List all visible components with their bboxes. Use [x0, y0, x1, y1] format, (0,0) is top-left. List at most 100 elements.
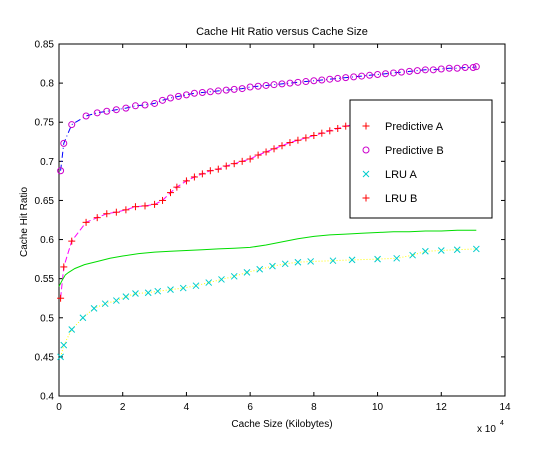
marker-stroke [122, 293, 130, 301]
legend-label: LRU B [385, 193, 417, 205]
marker-stroke [294, 258, 302, 266]
marker-stroke [374, 255, 381, 263]
marker-stroke [218, 276, 225, 283]
data-point-predictive-b [437, 65, 445, 73]
marker-stroke [132, 290, 139, 297]
data-point-predictive-b [278, 80, 286, 88]
marker-stroke [205, 279, 213, 286]
data-point-predictive-b [182, 91, 190, 99]
y-tick-label: 0.65 [35, 196, 55, 207]
data-point-predictive-b [350, 73, 358, 81]
data-point-predictive-b [318, 76, 326, 84]
data-point-predictive-a [57, 294, 65, 302]
data-point-lru-a [90, 305, 98, 312]
marker-stroke [437, 247, 445, 254]
data-point-lru-a [205, 279, 213, 286]
data-point-predictive-a [254, 151, 262, 159]
data-point-predictive-b [262, 81, 270, 89]
y-tick-label: 0.5 [40, 313, 54, 324]
data-point-predictive-b [342, 74, 350, 82]
data-point-lru-a [60, 341, 68, 349]
data-point-predictive-b [246, 83, 254, 91]
data-point-predictive-a [68, 237, 76, 245]
marker-stroke [154, 287, 162, 295]
y-tick-label: 0.45 [35, 352, 55, 363]
data-point-predictive-b [310, 77, 318, 85]
data-point-predictive-b [254, 82, 262, 90]
data-point-lru-a [437, 247, 445, 254]
data-point-predictive-a [182, 177, 190, 185]
data-point-predictive-a [173, 183, 181, 191]
data-point-lru-a [112, 297, 120, 304]
marker-stroke [329, 257, 337, 265]
data-point-predictive-a [206, 167, 214, 175]
data-point-lru-a [453, 246, 461, 254]
data-point-predictive-b [174, 92, 182, 100]
data-point-predictive-b [294, 78, 302, 86]
data-point-predictive-b [167, 94, 174, 102]
data-point-predictive-b [469, 63, 477, 71]
y-tick-label: 0.55 [35, 274, 55, 285]
data-point-predictive-a [122, 206, 130, 214]
marker-stroke [281, 260, 289, 268]
data-point-predictive-b [429, 66, 437, 74]
marker-stroke [90, 305, 98, 312]
marker-stroke [192, 282, 200, 290]
legend-marker [362, 146, 370, 154]
data-point-lru-a [256, 265, 264, 273]
x-tick-label: 10 [372, 402, 384, 413]
data-point-predictive-a [286, 139, 294, 147]
marker-stroke [68, 326, 76, 333]
y-tick-label: 0.75 [35, 118, 55, 129]
data-point-lru-a [179, 284, 187, 292]
data-point-predictive-a [262, 148, 270, 156]
legend-label: Predictive A [385, 121, 444, 133]
data-point-predictive-b [82, 112, 90, 120]
data-point-predictive-a [131, 203, 139, 211]
marker-stroke [453, 246, 461, 254]
x-tick-label: 0 [56, 402, 62, 413]
data-point-lru-a [422, 247, 429, 255]
series-line-lru-a [60, 248, 477, 358]
data-point-predictive-b [198, 88, 206, 96]
data-point-predictive-b [112, 106, 120, 114]
x-tick-label: 8 [311, 402, 317, 413]
data-point-predictive-a [93, 214, 101, 222]
data-point-predictive-a [151, 200, 159, 208]
data-point-lru-a [122, 293, 130, 301]
plot-frame [58, 43, 506, 397]
data-point-predictive-a [159, 196, 167, 204]
data-point-predictive-a [318, 129, 326, 137]
data-point-predictive-b [122, 104, 130, 112]
legend-marker [362, 170, 370, 178]
data-point-lru-a [393, 254, 401, 262]
y-tick-label: 0.8 [40, 79, 54, 90]
y-tick-label: 0.7 [40, 157, 54, 168]
marker-stroke [422, 247, 429, 255]
data-point-predictive-b [131, 102, 139, 110]
marker-stroke [269, 262, 276, 270]
marker-stroke [167, 286, 174, 293]
marker-stroke [362, 170, 370, 178]
data-point-predictive-b [151, 99, 159, 107]
data-point-predictive-b [334, 74, 342, 82]
legend: Predictive A Predictive B LRU A LRU B [349, 99, 493, 219]
data-point-predictive-b [103, 107, 111, 115]
data-point-lru-a [192, 282, 200, 290]
series-line-lru-b [58, 229, 477, 287]
data-point-predictive-b [270, 81, 278, 89]
data-point-lru-a [243, 269, 251, 276]
marker-stroke [393, 254, 401, 262]
data-point-lru-a [167, 286, 174, 293]
data-point-predictive-a [302, 134, 310, 142]
data-point-predictive-a [141, 202, 149, 210]
data-point-lru-a [281, 260, 289, 268]
data-point-lru-a [348, 256, 356, 264]
data-point-predictive-b [445, 64, 453, 72]
data-point-predictive-a [82, 218, 90, 226]
marker-stroke [230, 272, 238, 280]
data-point-predictive-b [421, 66, 429, 74]
data-point-predictive-b [68, 121, 76, 129]
